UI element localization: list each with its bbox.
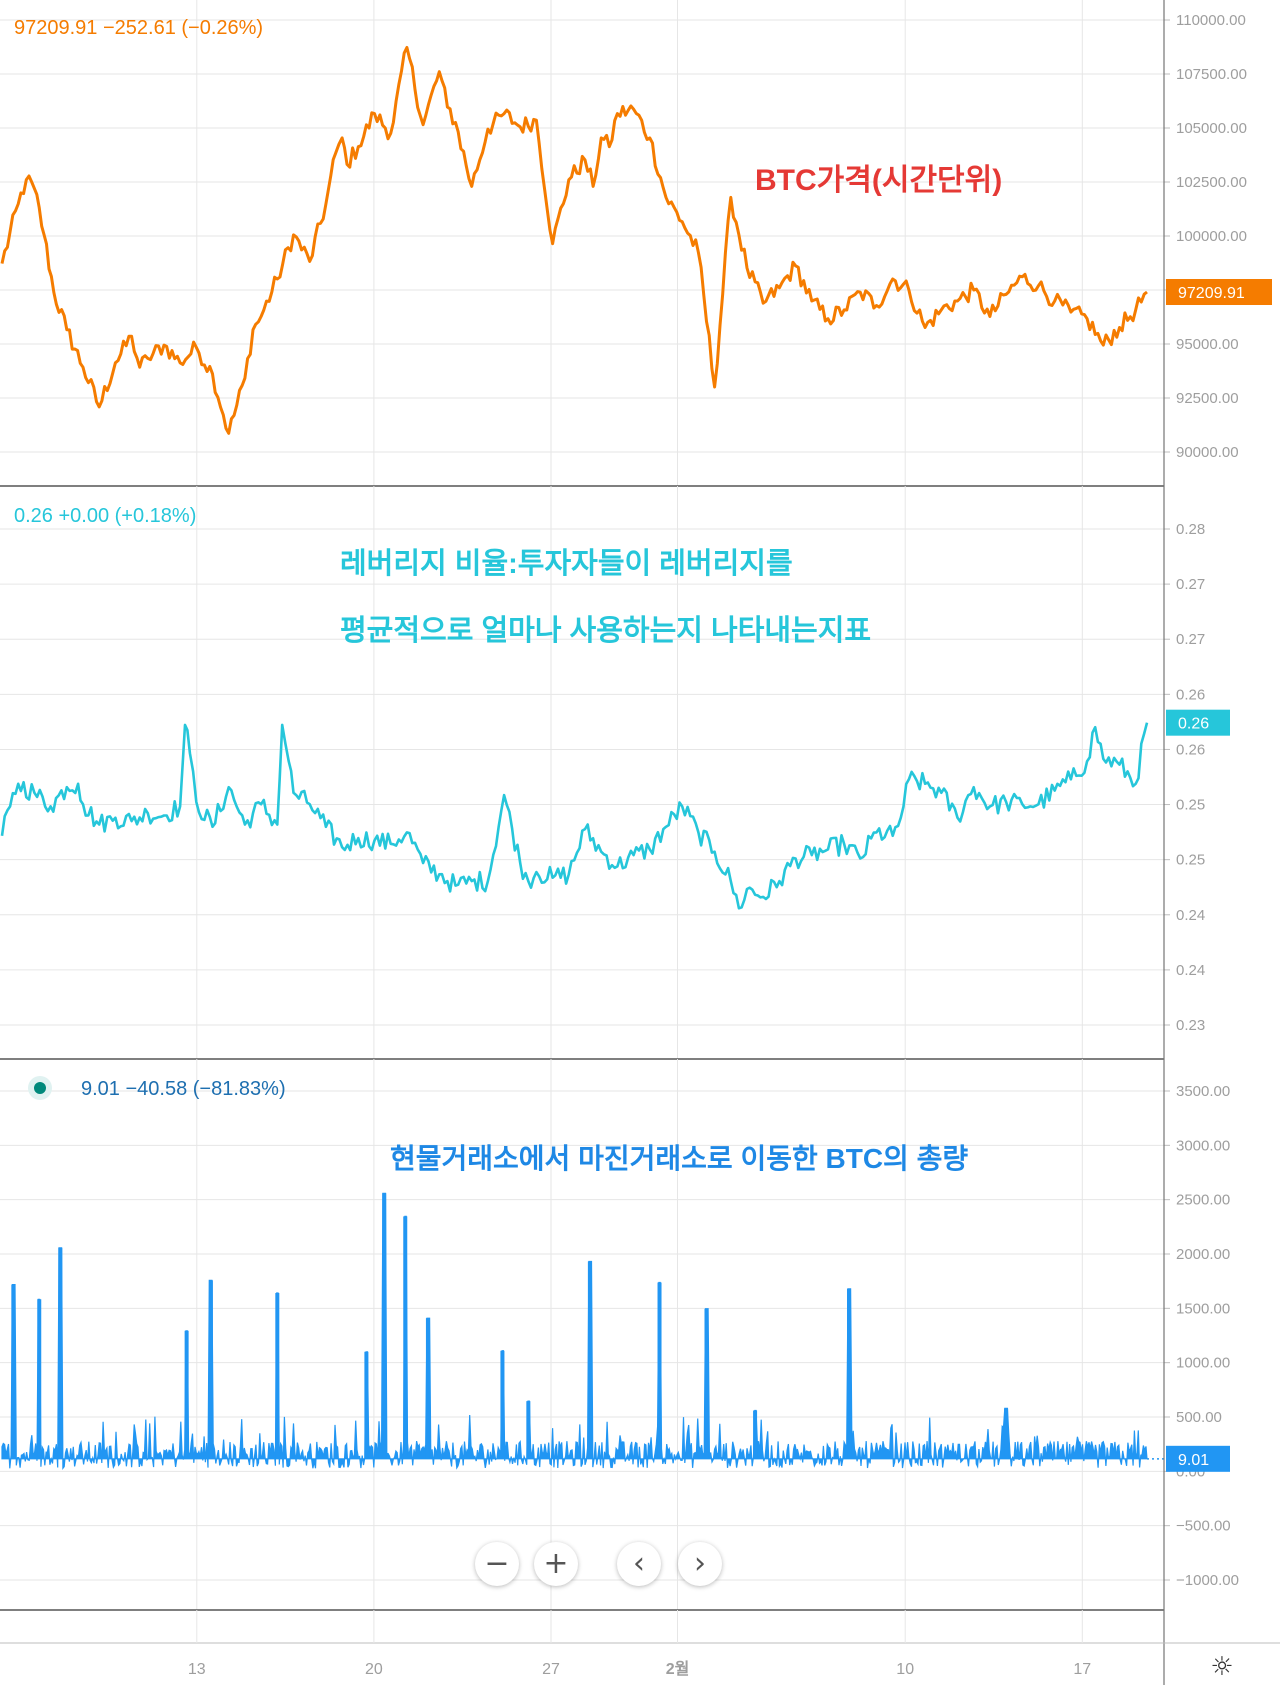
plus-icon: + — [543, 1546, 569, 1581]
y-tick-label: 3500.00 — [1176, 1083, 1230, 1100]
chevron-left-icon: ‹ — [633, 1546, 645, 1581]
legend-dot[interactable] — [34, 1082, 46, 1094]
y-tick-label: 100000.00 — [1176, 228, 1247, 245]
last-value-label: 9.01 — [1178, 1452, 1209, 1469]
y-tick-label: 1000.00 — [1176, 1355, 1230, 1372]
y-tick-label: 0.25 — [1176, 852, 1205, 869]
series-line — [0, 722, 1149, 910]
y-tick-label: 0.24 — [1176, 962, 1205, 979]
last-value-tag — [1166, 709, 1230, 736]
y-tick-label: 2500.00 — [1176, 1192, 1230, 1209]
x-tick-label: 27 — [542, 1661, 560, 1678]
series-line — [0, 46, 1148, 435]
last-value-label: 0.26 — [1178, 716, 1209, 733]
y-tick-label: −500.00 — [1176, 1518, 1231, 1535]
y-tick-label: 0.26 — [1176, 686, 1205, 703]
x-tick-label: 20 — [365, 1661, 383, 1678]
series-area — [1, 1192, 1148, 1471]
minus-icon: − — [484, 1546, 510, 1581]
zoom-out-button[interactable]: − — [475, 1542, 519, 1586]
y-tick-label: 0.28 — [1176, 521, 1205, 538]
y-tick-label: 105000.00 — [1176, 120, 1247, 137]
annotation-text: 레버리지 비율:투자자들이 레버리지를 — [340, 547, 793, 580]
annotation-text: 현물거래소에서 마진거래소로 이동한 BTC의 총량 — [390, 1143, 968, 1174]
y-tick-label: 2000.00 — [1176, 1246, 1230, 1263]
x-tick-label: 13 — [188, 1661, 206, 1678]
y-tick-label: 0.24 — [1176, 907, 1205, 924]
y-tick-label: 110000.00 — [1176, 12, 1246, 29]
y-tick-label: 3000.00 — [1176, 1137, 1230, 1154]
last-value-label: 97209.91 — [1178, 285, 1245, 302]
y-tick-label: 90000.00 — [1176, 444, 1239, 461]
chevron-right-icon: › — [694, 1546, 706, 1581]
scroll-right-button[interactable]: › — [678, 1542, 722, 1586]
x-tick-label: 10 — [896, 1661, 914, 1678]
y-tick-label: 0.27 — [1176, 576, 1205, 593]
x-tick-label: 2월 — [666, 1660, 690, 1678]
panel-3: 3500.00 3000.00 2500.00 2000.00 1500.00 1000.… — [0, 1059, 1239, 1611]
panel-2: 0.28 0.27 0.27 0.26 0.26 0.25 0.25 0.24 0.24 0.23… — [0, 486, 1230, 1060]
legend-value: 97209.91 −252.61 (−0.26%) — [14, 17, 263, 39]
y-tick-label: −1000.00 — [1176, 1572, 1239, 1589]
x-tick-label: 17 — [1073, 1661, 1091, 1678]
annotation-text: BTC가격(시간단위) — [755, 164, 1002, 197]
y-tick-label: 500.00 — [1176, 1409, 1222, 1426]
legend-value: 0.26 +0.00 (+0.18%) — [14, 505, 196, 527]
y-tick-label: 95000.00 — [1176, 336, 1239, 353]
last-value-tag — [1166, 1445, 1230, 1472]
scroll-left-button[interactable]: ‹ — [617, 1542, 661, 1586]
y-tick-label: 0.27 — [1176, 631, 1205, 648]
y-tick-label: 0.23 — [1176, 1017, 1205, 1034]
y-tick-label: 0.25 — [1176, 797, 1205, 814]
y-tick-label: 102500.00 — [1176, 174, 1247, 191]
panel-1: 110000.00 107500.00 105000.00 102500.00 1000… — [0, 0, 1272, 487]
y-tick-label: 1500.00 — [1176, 1300, 1230, 1317]
gear-icon[interactable]: ☼ — [1210, 1652, 1234, 1682]
zoom-in-button[interactable]: + — [534, 1542, 578, 1586]
last-value-tag — [1166, 279, 1272, 306]
annotation-text: 평균적으로 얼마나 사용하는지 나타내는지표 — [340, 614, 871, 647]
legend-value: 9.01 −40.58 (−81.83%) — [81, 1078, 286, 1100]
y-tick-label: 107500.00 — [1176, 66, 1247, 83]
y-tick-label: 0.26 — [1176, 741, 1205, 758]
y-tick-label: 92500.00 — [1176, 390, 1239, 407]
